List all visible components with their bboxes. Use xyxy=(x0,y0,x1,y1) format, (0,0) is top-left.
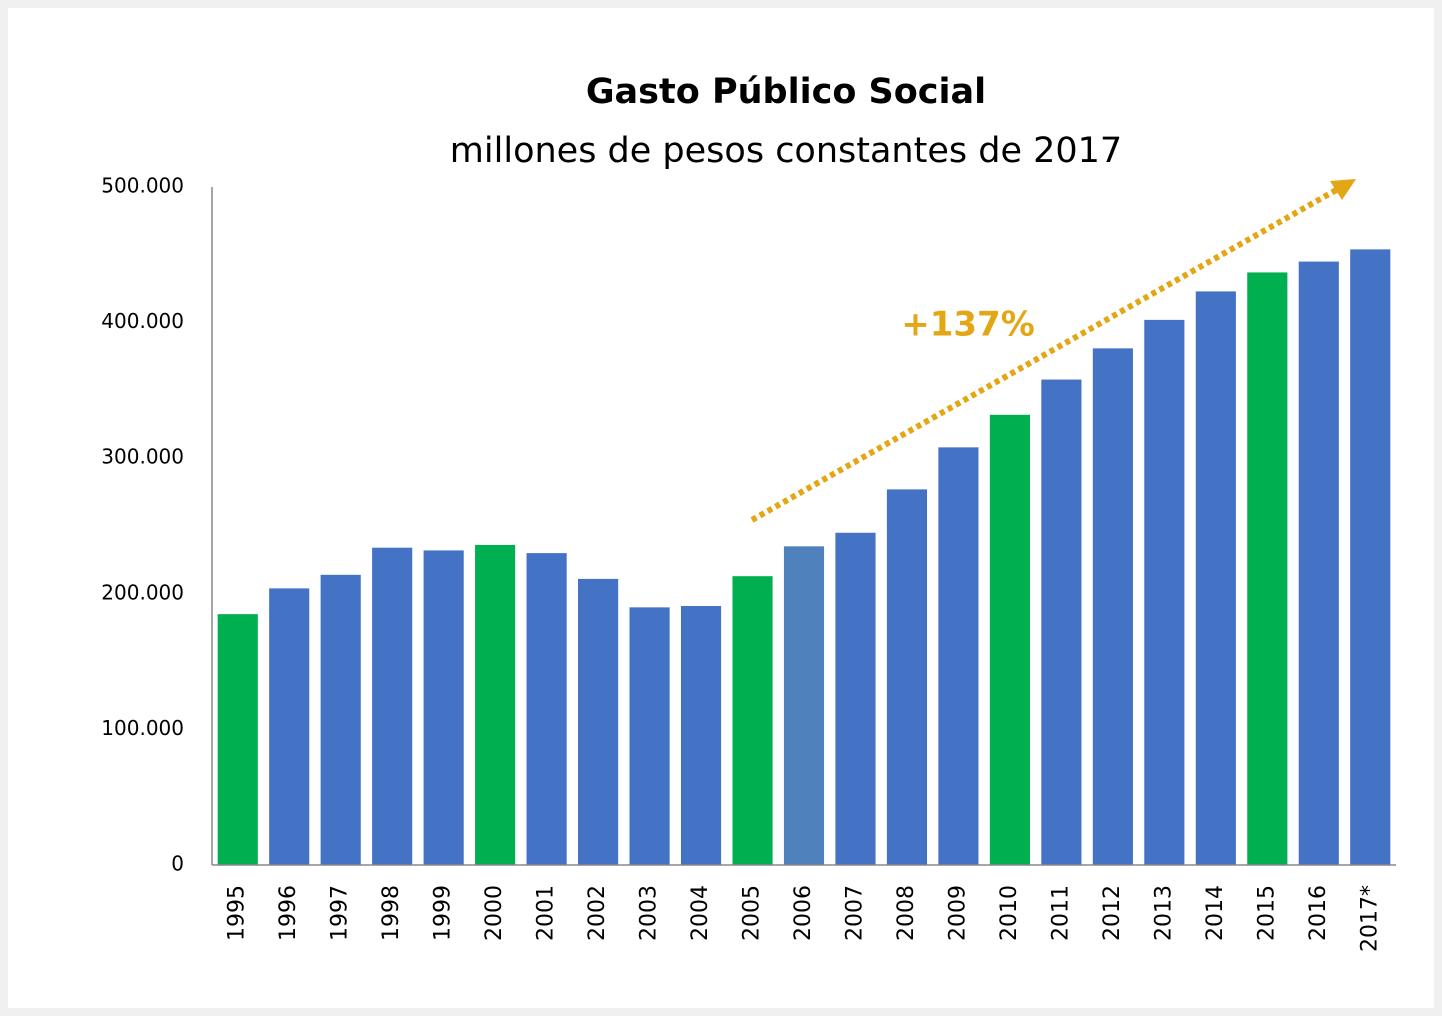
x-tick-label: 1997 xyxy=(328,885,353,941)
bar xyxy=(217,614,258,865)
x-tick-label: 2003 xyxy=(637,885,662,941)
y-tick-label: 300.000 xyxy=(101,445,184,469)
x-tick-label: 2000 xyxy=(482,885,507,941)
trend-arrow xyxy=(750,186,1340,523)
x-tick-label: 1999 xyxy=(431,885,456,941)
bar xyxy=(320,574,361,865)
bar xyxy=(1041,379,1082,865)
x-tick-label: 2013 xyxy=(1151,885,1176,941)
bar xyxy=(269,588,310,865)
bar xyxy=(526,553,567,865)
bar xyxy=(1195,291,1236,865)
y-tick-label: 200.000 xyxy=(101,580,184,604)
bar xyxy=(989,414,1030,865)
x-tick-label: 2015 xyxy=(1254,885,1279,941)
x-tick-label: 2004 xyxy=(688,885,713,941)
x-tick-label: 2008 xyxy=(894,885,919,941)
x-tick-label: 1996 xyxy=(276,885,301,941)
y-tick-label: 500.000 xyxy=(101,174,184,198)
bar xyxy=(475,544,516,865)
bar xyxy=(886,489,928,865)
bar xyxy=(1247,272,1288,866)
bar xyxy=(1092,348,1133,865)
bar xyxy=(1350,249,1391,866)
x-tick-label: 1998 xyxy=(379,885,404,941)
bar xyxy=(578,578,619,865)
trend-arrowhead xyxy=(1330,179,1356,200)
x-tick-label: 2009 xyxy=(945,885,970,941)
bar xyxy=(732,576,773,865)
bar xyxy=(783,546,825,865)
bar xyxy=(1144,319,1185,865)
x-tick-label: 1995 xyxy=(225,885,250,941)
chart-subtitle: millones de pesos constantes de 2017 xyxy=(450,131,1122,171)
bar xyxy=(629,607,670,865)
x-tick-label: 2006 xyxy=(791,885,816,941)
x-tick-label: 2012 xyxy=(1100,885,1125,941)
bar xyxy=(835,532,876,865)
x-tick-label: 2016 xyxy=(1306,885,1331,941)
x-tick-label: 2007 xyxy=(842,885,867,941)
annotation: +137% xyxy=(901,305,1035,345)
bar xyxy=(423,550,464,865)
x-tick-label: 2014 xyxy=(1203,885,1228,941)
chart-title: Gasto Público Social xyxy=(586,72,986,112)
x-tick-label: 2011 xyxy=(1048,885,1073,941)
bar xyxy=(372,547,413,865)
y-tick-label: 400.000 xyxy=(101,309,184,333)
x-tick-label: 2010 xyxy=(997,885,1022,941)
bar xyxy=(680,606,722,865)
x-tick-label: 2017* xyxy=(1357,885,1382,952)
y-tick-label: 0 xyxy=(171,852,184,876)
y-tick-label: 100.000 xyxy=(101,716,184,740)
x-tick-label: 2001 xyxy=(534,885,559,941)
bar xyxy=(938,447,979,865)
bar xyxy=(1298,261,1339,866)
x-tick-label: 2002 xyxy=(585,885,610,941)
x-tick-label: 2005 xyxy=(740,885,765,941)
